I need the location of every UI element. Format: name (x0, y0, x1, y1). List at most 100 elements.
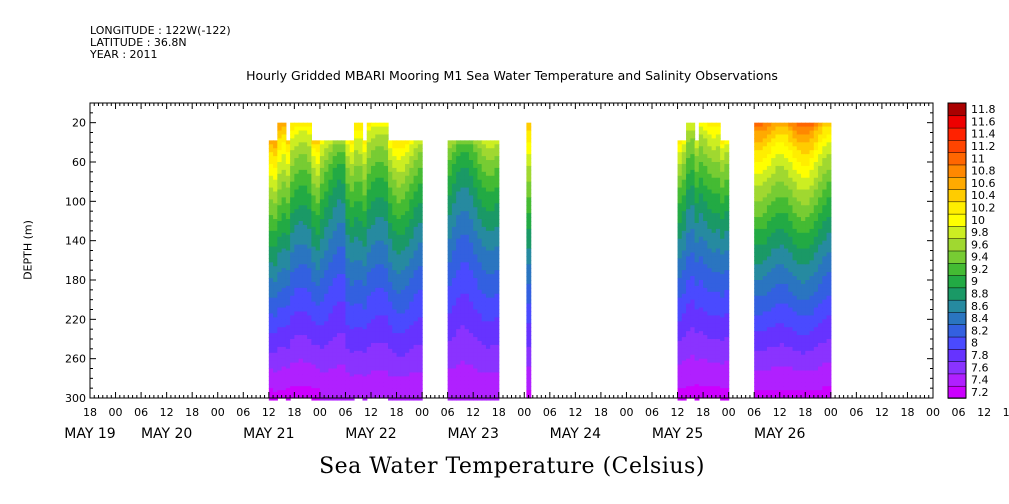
temperature-cell (281, 276, 287, 281)
temperature-cell (792, 276, 798, 281)
temperature-cell (788, 378, 794, 383)
temperature-cell (707, 295, 713, 301)
temperature-cell (788, 303, 794, 309)
temperature-cell (285, 376, 291, 381)
temperature-cell (681, 215, 687, 220)
temperature-cell (460, 183, 466, 189)
temperature-cell (405, 207, 410, 212)
temperature-cell (485, 167, 491, 173)
temperature-cell (366, 181, 372, 187)
temperature-cell (464, 262, 470, 267)
temperature-cell (290, 169, 295, 175)
temperature-cell (353, 335, 359, 340)
temperature-cell (526, 272, 532, 277)
temperature-cell (485, 392, 491, 397)
temperature-cell (473, 187, 479, 193)
temperature-cell (690, 134, 696, 139)
temperature-cell (324, 384, 330, 389)
temperature-cell (775, 244, 781, 250)
temperature-cell (762, 236, 768, 242)
temperature-cell (464, 337, 470, 342)
temperature-cell (353, 224, 359, 230)
temperature-cell (371, 134, 376, 139)
temperature-cell (349, 226, 355, 232)
temperature-cell (477, 340, 483, 346)
temperature-cell (771, 236, 777, 242)
temperature-cell (307, 221, 312, 226)
temperature-cell (366, 189, 372, 195)
temperature-cell (315, 167, 321, 173)
temperature-cell (349, 317, 355, 322)
temperature-cell (409, 356, 415, 362)
temperature-cell (447, 333, 453, 338)
temperature-cell (383, 162, 389, 167)
temperature-cell (281, 315, 287, 320)
temperature-cell (315, 238, 321, 244)
temperature-cell (490, 246, 496, 252)
temperature-cell (758, 342, 764, 348)
temperature-cell (783, 122, 789, 128)
temperature-cell (694, 246, 700, 252)
temperature-cell (788, 358, 794, 364)
temperature-cell (686, 323, 691, 328)
temperature-cell (477, 250, 483, 256)
temperature-cell (451, 191, 457, 197)
temperature-cell (690, 370, 696, 375)
temperature-cell (341, 179, 347, 185)
temperature-cell (775, 146, 781, 151)
temperature-cell (473, 368, 479, 374)
temperature-cell (715, 307, 721, 313)
temperature-cell (366, 276, 372, 281)
temperature-cell (285, 246, 291, 252)
temperature-cell (698, 319, 704, 324)
temperature-cell (277, 311, 283, 316)
temperature-cell (307, 283, 312, 289)
temperature-cell (707, 264, 713, 269)
temperature-cell (371, 272, 376, 277)
temperature-cell (758, 209, 764, 214)
temperature-cell (349, 392, 355, 397)
temperature-cell (332, 281, 338, 287)
temperature-cell (686, 189, 691, 195)
temperature-cell (805, 189, 811, 195)
temperature-cell (690, 299, 696, 305)
temperature-cell (494, 388, 500, 393)
temperature-cell (319, 285, 325, 291)
temperature-cell (277, 287, 283, 293)
temperature-cell (447, 179, 453, 185)
temperature-cell (724, 270, 730, 275)
temperature-cell (490, 274, 496, 279)
temperature-cell (277, 150, 283, 155)
temperature-cell (366, 394, 372, 399)
temperature-cell (694, 167, 700, 173)
temperature-cell (358, 224, 364, 230)
temperature-cell (715, 268, 721, 273)
temperature-cell (366, 295, 372, 301)
temperature-cell (724, 384, 730, 389)
temperature-cell (464, 270, 470, 275)
temperature-cell (766, 327, 772, 332)
temperature-cell (805, 244, 811, 250)
temperature-cell (690, 295, 696, 301)
temperature-cell (754, 162, 760, 167)
temperature-cell (707, 224, 713, 230)
temperature-cell (324, 368, 330, 374)
temperature-cell (490, 270, 496, 275)
temperature-cell (294, 276, 300, 281)
temperature-cell (362, 293, 368, 299)
temperature-cell (490, 230, 496, 236)
temperature-cell (383, 165, 389, 171)
temperature-cell (677, 344, 683, 350)
temperature-cell (720, 219, 725, 224)
temperature-cell (379, 165, 385, 171)
temperature-cell (711, 358, 717, 364)
temperature-cell (298, 126, 304, 132)
temperature-cell (473, 152, 479, 157)
temperature-cell (396, 238, 402, 244)
temperature-cell (396, 329, 402, 334)
temperature-cell (345, 266, 351, 271)
temperature-cell (417, 250, 423, 256)
temperature-cell (353, 134, 359, 139)
temperature-cell (417, 191, 423, 197)
temperature-cell (468, 337, 474, 342)
